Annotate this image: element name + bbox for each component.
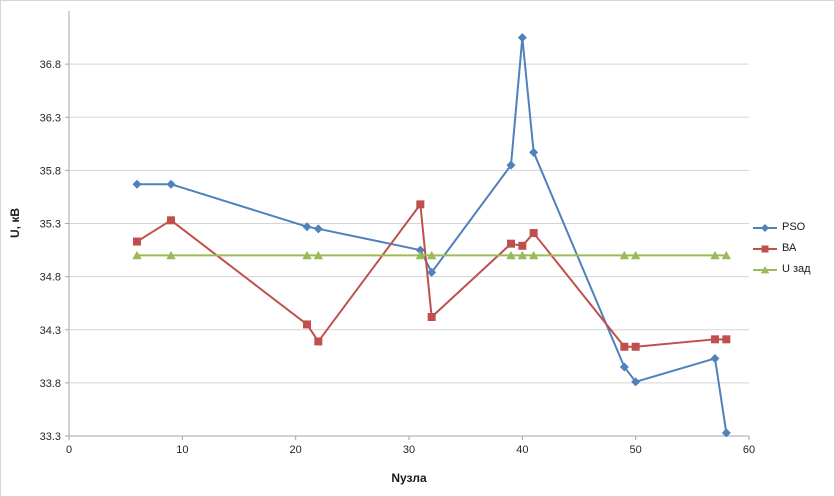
data-point-marker (721, 428, 731, 438)
data-point-marker (528, 250, 539, 260)
legend-marker-pso (753, 221, 777, 233)
data-point-marker (415, 245, 425, 255)
series-line (137, 36, 728, 433)
x-tick-label: 0 (66, 444, 72, 456)
legend-label-pso: PSO (782, 220, 806, 233)
data-point-marker (427, 313, 436, 321)
data-point-marker (313, 224, 323, 234)
data-point-marker (517, 250, 528, 260)
y-tick-label: 36.8 (40, 59, 61, 71)
legend-item-uzad: U зад (753, 258, 811, 279)
y-tick-label: 35.3 (40, 219, 61, 231)
data-point-marker (506, 160, 516, 170)
y-tick-label: 34.8 (40, 272, 61, 284)
data-point-marker (427, 267, 437, 277)
data-point-marker (630, 250, 641, 260)
legend-label-va: ВА (782, 241, 797, 254)
x-tick-label: 60 (743, 444, 755, 456)
x-tick-label: 10 (176, 444, 188, 456)
data-point-marker (761, 223, 769, 232)
x-tick-label: 40 (516, 444, 528, 456)
y-tick-label: 34.3 (40, 325, 61, 337)
x-tick-label: 50 (630, 444, 642, 456)
legend-item-pso: PSO (753, 216, 811, 237)
data-point-marker (761, 245, 769, 252)
data-point-marker (517, 33, 527, 43)
data-point-marker (760, 265, 770, 273)
data-point-marker (132, 179, 142, 189)
y-axis-title: U, кВ (8, 207, 22, 239)
data-point-marker (302, 250, 312, 260)
data-point-marker (302, 222, 312, 232)
series-PSO (132, 33, 731, 438)
data-point-marker (166, 179, 176, 189)
data-point-marker (167, 216, 175, 225)
x-axis-title: Nузла (391, 471, 427, 485)
legend: PSO ВА U зад (753, 216, 811, 279)
data-point-marker (710, 250, 720, 260)
x-tick-label: 20 (290, 444, 302, 456)
data-point-marker (518, 241, 527, 250)
data-point-marker (721, 250, 732, 260)
legend-marker-uzad (753, 263, 777, 275)
data-point-marker (303, 320, 311, 329)
legend-item-va: ВА (753, 237, 811, 258)
data-point-marker (631, 377, 641, 387)
y-tick-label: 35.8 (40, 165, 61, 177)
data-point-marker (710, 353, 720, 363)
data-point-marker (619, 362, 629, 372)
data-point-marker (426, 250, 437, 260)
data-point-marker (620, 342, 629, 351)
legend-marker-glyph (753, 223, 777, 232)
data-point-marker (415, 250, 426, 260)
legend-label-uzad: U зад (782, 262, 811, 275)
data-point-marker (133, 237, 141, 246)
y-tick-label: 33.3 (40, 431, 61, 443)
data-point-marker (631, 342, 640, 351)
data-point-marker (619, 250, 630, 260)
data-point-marker (507, 239, 515, 248)
data-point-marker (314, 337, 323, 346)
data-point-marker (166, 250, 176, 260)
data-point-marker (132, 250, 142, 260)
data-point-marker (529, 229, 538, 238)
legend-marker-va (753, 242, 777, 254)
data-point-marker (506, 250, 516, 260)
y-tick-label: 36.3 (40, 112, 61, 124)
data-point-marker (711, 335, 719, 344)
legend-marker-glyph (753, 245, 777, 252)
data-point-marker (722, 335, 731, 344)
legend-marker-glyph (753, 265, 777, 273)
data-point-marker (529, 147, 539, 157)
data-point-marker (313, 250, 324, 260)
x-tick-label: 30 (403, 444, 415, 456)
data-point-marker (416, 200, 425, 209)
series-U зад (132, 250, 732, 260)
series-ВА (133, 200, 731, 351)
y-tick-label: 33.8 (40, 378, 61, 390)
